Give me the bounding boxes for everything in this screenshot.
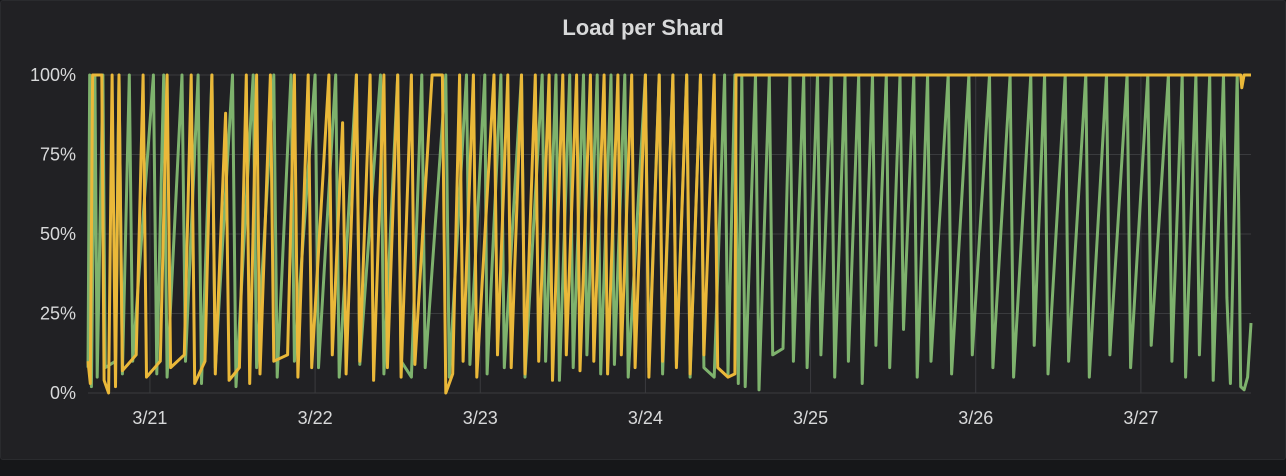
y-tick-label: 75%	[40, 145, 76, 165]
y-axis: 0% 25% 50% 75% 100%	[30, 65, 76, 403]
y-tick-label: 50%	[40, 224, 76, 244]
x-tick-label: 3/22	[298, 408, 333, 428]
x-tick-label: 3/24	[628, 408, 663, 428]
x-tick-label: 3/26	[958, 408, 993, 428]
chart-title: Load per Shard	[562, 15, 724, 40]
x-tick-label: 3/25	[793, 408, 828, 428]
y-tick-label: 25%	[40, 304, 76, 324]
plot-lines	[86, 73, 1253, 395]
y-tick-label: 0%	[50, 383, 76, 403]
x-tick-label: 3/21	[132, 408, 167, 428]
series-line-2	[86, 73, 1251, 395]
y-tick-label: 100%	[30, 65, 76, 85]
x-tick-label: 3/27	[1123, 408, 1158, 428]
x-axis: 3/21 3/22 3/23 3/24 3/25 3/26 3/27	[132, 408, 1158, 428]
x-tick-label: 3/23	[463, 408, 498, 428]
series-line-1	[86, 73, 1253, 392]
